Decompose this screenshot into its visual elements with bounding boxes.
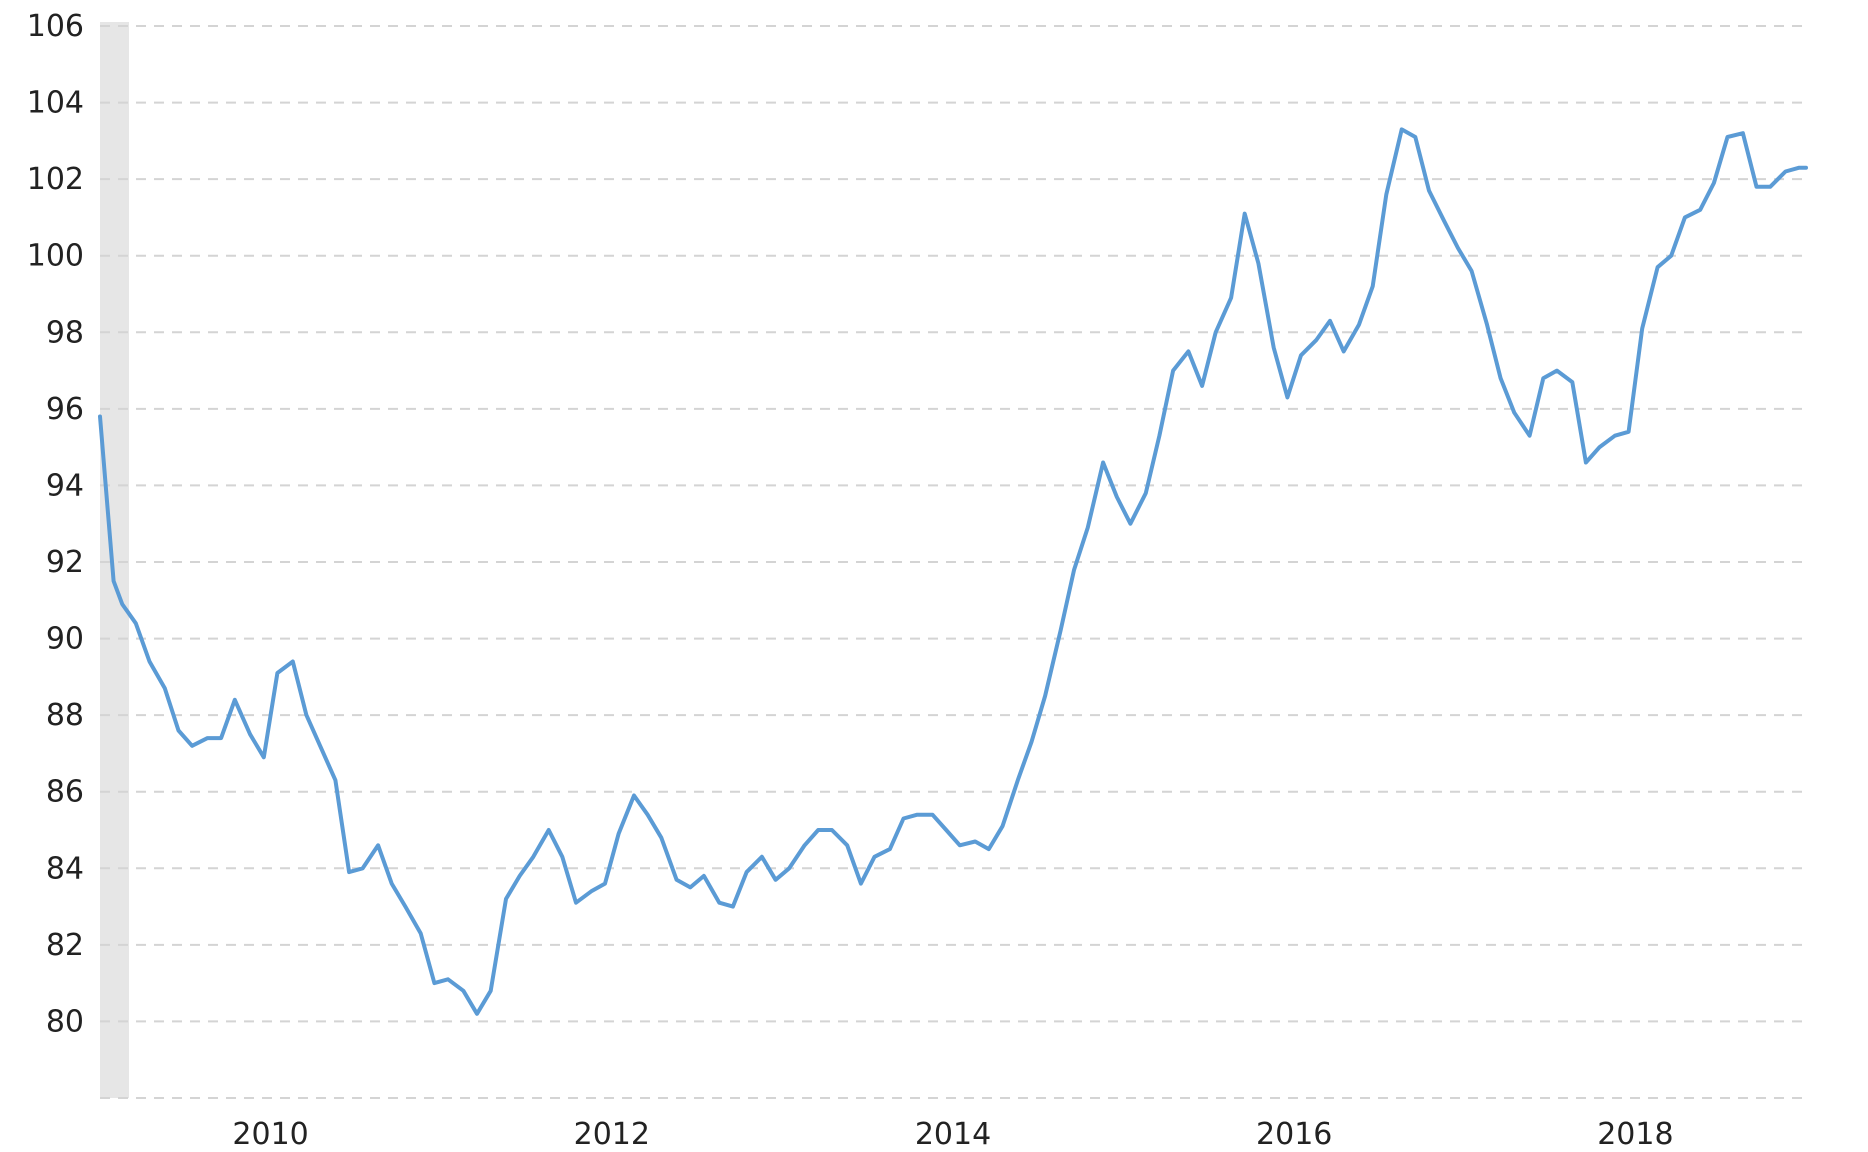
x-tick-label: 2010 (232, 1117, 308, 1152)
y-tick-label: 92 (46, 545, 84, 580)
x-tick-label: 2016 (1256, 1117, 1332, 1152)
x-tick-label: 2018 (1597, 1117, 1673, 1152)
x-tick-label: 2012 (574, 1117, 650, 1152)
y-axis-ticks: 80 82 84 86 88 90 92 94 96 98 100 102 104 106 (27, 9, 84, 1039)
x-axis-ticks: 2010 2012 2014 2016 2018 (232, 1117, 1673, 1152)
recession-band (100, 22, 130, 1098)
x-tick-label: 2014 (915, 1117, 991, 1152)
y-tick-label: 102 (27, 162, 84, 197)
series-line (98, 127, 1808, 1016)
grid-layer (100, 25, 1806, 1099)
y-tick-label: 100 (27, 239, 84, 274)
y-tick-label: 98 (46, 315, 84, 350)
y-tick-label: 86 (46, 775, 84, 810)
y-tick-label: 80 (46, 1004, 84, 1039)
series-layer (98, 127, 1808, 1016)
y-tick-label: 104 (27, 86, 84, 121)
y-tick-label: 94 (46, 468, 84, 503)
y-tick-label: 90 (46, 622, 84, 657)
y-tick-label: 82 (46, 928, 84, 963)
y-tick-label: 84 (46, 851, 84, 886)
y-tick-label: 96 (46, 392, 84, 427)
recession-band-layer (100, 22, 130, 1098)
y-tick-label: 88 (46, 698, 84, 733)
y-tick-label: 106 (27, 9, 84, 44)
